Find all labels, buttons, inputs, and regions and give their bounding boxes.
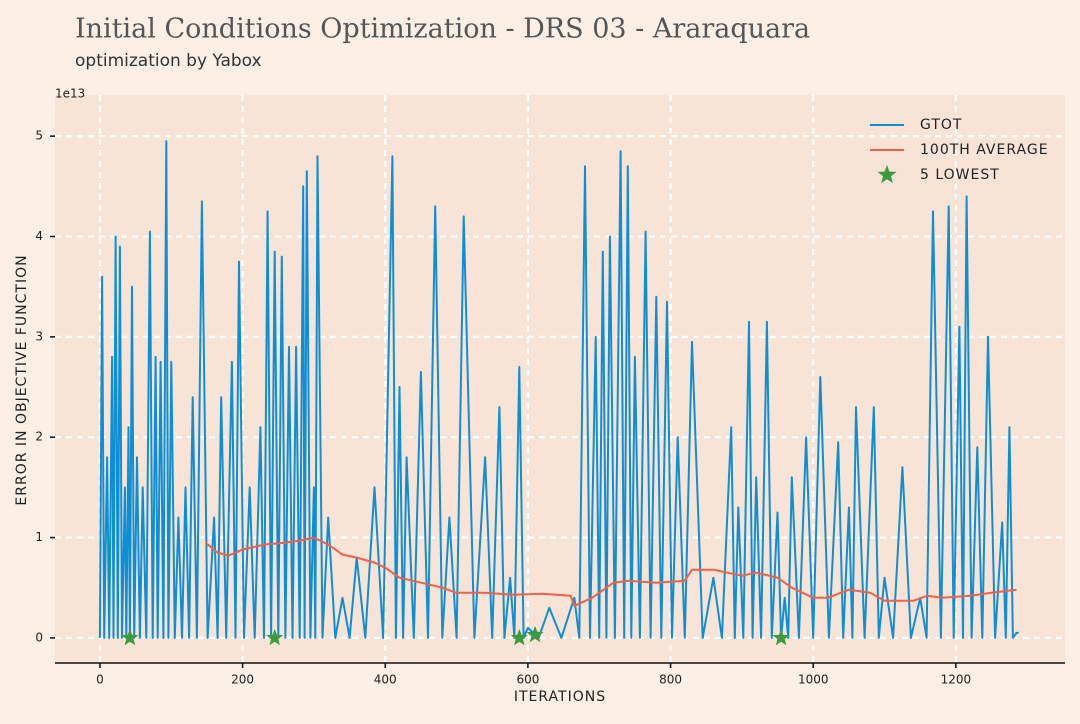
y-tick-label: 0	[35, 630, 43, 644]
legend-label: GTOT	[920, 117, 962, 133]
x-tick-label: 0	[96, 673, 104, 687]
data-line	[98, 140, 1019, 639]
y-tick-label: 4	[35, 229, 43, 243]
marker-star	[510, 628, 528, 646]
y-tick-label: 5	[35, 129, 43, 143]
x-tick-label: 800	[659, 673, 682, 687]
y-tick-label: 2	[35, 430, 43, 444]
y-tick-label: 3	[35, 329, 43, 343]
data-line	[204, 536, 1017, 607]
x-tick-label: 1000	[798, 673, 829, 687]
x-tick-label: 1200	[941, 673, 972, 687]
marker-star	[266, 628, 284, 646]
x-tick-label: 600	[516, 673, 539, 687]
chart-title: Initial Conditions Optimization - DRS 03…	[75, 14, 810, 45]
marker-star	[121, 628, 139, 646]
legend-label: 5 LOWEST	[920, 167, 1000, 183]
y-tick-label: 1	[35, 530, 43, 544]
x-axis-label: ITERATIONS	[514, 689, 606, 705]
legend-marker	[877, 165, 897, 184]
x-tick-label: 200	[231, 673, 254, 687]
marker-star	[772, 628, 790, 646]
legend-label: 100TH AVERAGE	[920, 142, 1049, 158]
chart-subtitle: optimization by Yabox	[75, 51, 262, 71]
marker-star	[526, 625, 544, 643]
y-offset-label: 1e13	[55, 87, 85, 101]
y-axis-label: ERROR IN OBJECTIVE FUNCTION	[14, 254, 30, 505]
x-tick-label: 400	[374, 673, 397, 687]
